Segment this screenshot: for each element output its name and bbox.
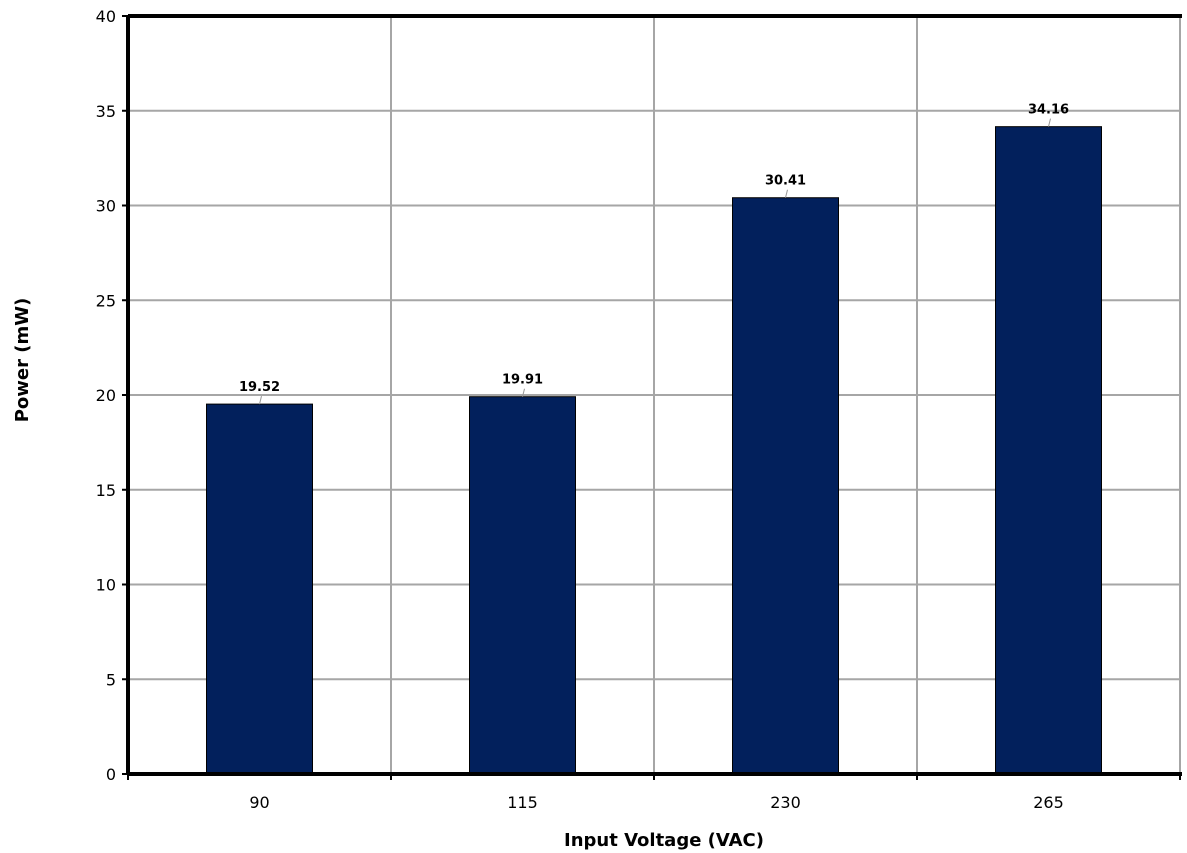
y-tick-label: 40 [96, 7, 116, 26]
data-label: 19.91 [502, 373, 543, 388]
axes [122, 14, 1182, 780]
data-label: 30.41 [765, 174, 806, 189]
bar [469, 396, 576, 775]
data-label-leader [259, 395, 262, 405]
y-tick-label: 20 [96, 386, 116, 405]
bar [732, 197, 839, 775]
bar [206, 403, 313, 775]
y-tick-label: 35 [96, 102, 116, 121]
data-label-leader [785, 189, 788, 198]
x-tick-label: 90 [249, 793, 269, 812]
data-label: 34.16 [1028, 103, 1069, 118]
bars [206, 126, 1102, 775]
data-label-leader [522, 388, 525, 397]
x-axis-title: Input Voltage (VAC) [564, 830, 764, 851]
y-tick-label: 25 [96, 291, 116, 310]
y-tick-label: 5 [106, 670, 116, 689]
x-tick-label: 115 [507, 793, 538, 812]
x-tick-label: 230 [770, 793, 801, 812]
y-tick-label: 10 [96, 576, 116, 595]
labels: 19.52 19.91 30.41 34.16 0 5 10 15 20 25 30 35 40 90 11… [96, 7, 1069, 812]
data-label: 19.52 [239, 380, 280, 395]
y-tick-label: 30 [96, 197, 116, 216]
y-tick-label: 15 [96, 481, 116, 500]
data-label-leader [1048, 118, 1051, 127]
x-tick-label: 265 [1033, 793, 1064, 812]
bar [995, 126, 1102, 775]
y-axis-title: Power (mW) [12, 298, 33, 423]
y-tick-label: 0 [106, 765, 116, 784]
